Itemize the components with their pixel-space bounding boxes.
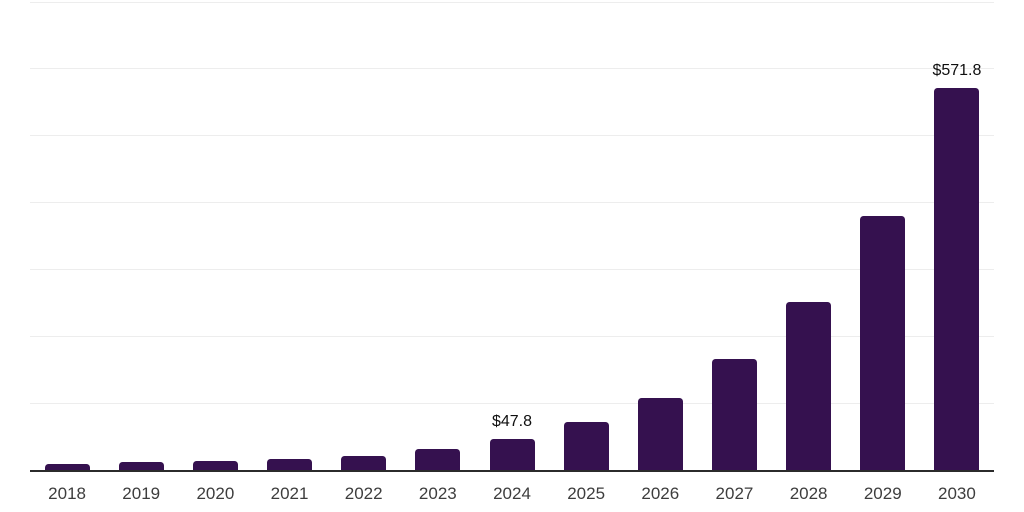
x-tick-2025: 2025 <box>567 484 606 503</box>
x-tick-2029: 2029 <box>863 484 902 503</box>
x-axis-line <box>30 470 994 472</box>
gridline-300 <box>30 269 994 271</box>
bar-2023 <box>415 449 461 471</box>
bar-2025 <box>563 422 609 471</box>
gridline-700 <box>30 1 994 3</box>
x-tick-2024: 2024 <box>493 484 531 503</box>
x-tick-2023: 2023 <box>418 484 457 503</box>
bar-2021 <box>267 459 313 471</box>
x-tick-2026: 2026 <box>641 484 680 503</box>
bar-2020 <box>192 461 238 471</box>
bar-2027 <box>711 359 757 471</box>
bar-2029 <box>860 216 906 471</box>
gridline-500 <box>30 135 994 137</box>
bar-value-label-2030: $571.8 <box>932 61 982 79</box>
gridline-600 <box>30 68 994 70</box>
bar-2024 <box>489 438 535 471</box>
x-tick-2019: 2019 <box>122 484 161 503</box>
x-tick-2021: 2021 <box>270 484 309 503</box>
gridline-100 <box>30 403 994 405</box>
x-tick-2030: 2030 <box>938 484 976 503</box>
bar-2030 <box>934 87 980 471</box>
bar-value-label-2024: $47.8 <box>491 412 533 430</box>
bar-2026 <box>637 397 683 471</box>
bar-2019 <box>118 462 164 471</box>
gridline-400 <box>30 202 994 204</box>
x-tick-2018: 2018 <box>48 484 86 503</box>
x-tick-2028: 2028 <box>789 484 828 503</box>
bar-2022 <box>341 455 387 471</box>
x-tick-2020: 2020 <box>196 484 235 503</box>
bar-2018 <box>44 464 90 471</box>
gridline-200 <box>30 336 994 338</box>
bar-2028 <box>786 301 832 471</box>
x-tick-2022: 2022 <box>344 484 383 503</box>
x-tick-2027: 2027 <box>715 484 754 503</box>
